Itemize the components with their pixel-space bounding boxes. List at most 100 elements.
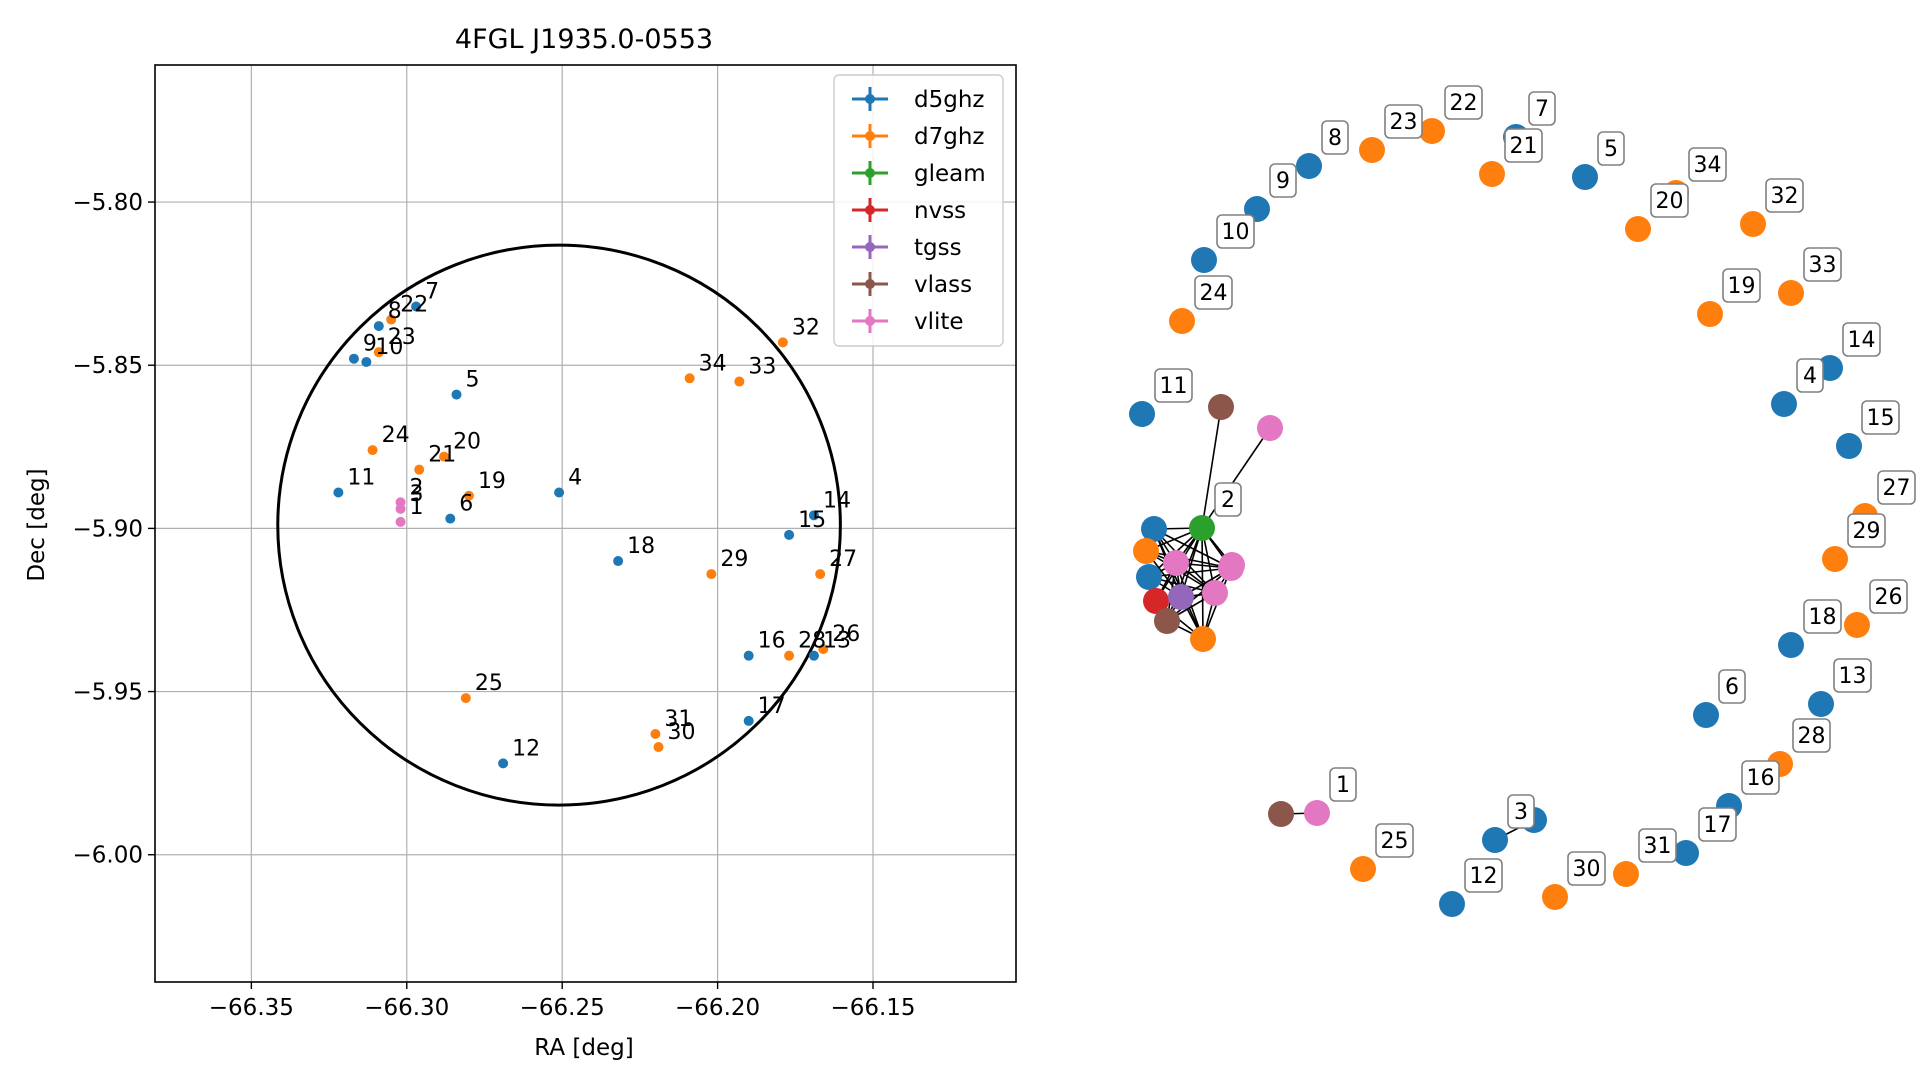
network-label-13: 13 <box>1839 664 1867 689</box>
y-axis-label: Dec [deg] <box>24 468 50 581</box>
network-label-box-19 <box>1722 268 1761 303</box>
point-label-3: 3 <box>410 482 424 507</box>
legend-label-gleam: gleam <box>914 161 986 187</box>
point-label-18: 18 <box>627 534 655 559</box>
x-tick-label: −66.15 <box>830 995 915 1021</box>
network-label-box-15 <box>1861 400 1900 435</box>
fov-circle <box>276 243 842 807</box>
network-node-25 <box>1350 856 1376 882</box>
network-label-box-4 <box>1796 358 1824 393</box>
point-33 <box>734 376 745 387</box>
network-label-box-17 <box>1698 807 1737 842</box>
network-label-box-34 <box>1688 147 1727 182</box>
scatter-points <box>333 301 829 769</box>
point-9 <box>348 353 359 364</box>
network-node-1 <box>1304 800 1330 826</box>
point-11 <box>333 487 344 498</box>
network-label-3: 3 <box>1514 800 1528 825</box>
point-29 <box>706 569 717 580</box>
legend: d5ghz d7ghz gleam nvss tgss vlass vlite <box>833 74 1004 347</box>
network-node <box>1268 801 1294 827</box>
network-node <box>1190 626 1216 652</box>
network-label-box-10 <box>1216 214 1255 249</box>
network-label-box-14 <box>1842 322 1881 357</box>
network-label-14: 14 <box>1848 328 1876 353</box>
network-edge <box>1153 528 1232 569</box>
network-edge <box>1201 427 1271 529</box>
network-label-30: 30 <box>1573 857 1601 882</box>
network-label-box-20 <box>1650 183 1689 218</box>
point-label-29: 29 <box>720 547 748 572</box>
network-label-21: 21 <box>1510 134 1538 159</box>
point-12 <box>498 758 509 769</box>
point-24 <box>367 445 378 456</box>
point-label-6: 6 <box>459 492 473 517</box>
point-label-19: 19 <box>478 469 506 494</box>
point-26 <box>818 644 829 655</box>
network-label-27: 27 <box>1883 476 1911 501</box>
network-label-26: 26 <box>1875 585 1903 610</box>
network-panel: 1234567891011121314151617181920212223242… <box>1129 85 1916 917</box>
legend-dot-d7ghz <box>865 131 875 141</box>
network-label-28: 28 <box>1798 724 1826 749</box>
point-18 <box>613 556 624 567</box>
network-label-8: 8 <box>1328 126 1342 151</box>
point-label-34: 34 <box>699 351 727 376</box>
network-label-box-8 <box>1321 120 1349 155</box>
network-label-box-3 <box>1507 794 1535 829</box>
network-label-box-22 <box>1444 85 1483 120</box>
network-label-box-7 <box>1528 91 1556 126</box>
point-label-21: 21 <box>428 443 456 468</box>
network-label-box-30 <box>1567 851 1606 886</box>
network-label-9: 9 <box>1276 169 1290 194</box>
network-node-labels: 1234567891011121314151617181920212223242… <box>1154 85 1916 893</box>
network-label-2: 2 <box>1221 488 1235 513</box>
point-label-15: 15 <box>798 508 826 533</box>
network-label-box-12 <box>1464 858 1503 893</box>
network-node-8 <box>1296 153 1322 179</box>
y-tick-label: −5.95 <box>73 680 143 706</box>
network-node-33 <box>1778 280 1804 306</box>
point-23 <box>373 347 384 358</box>
point-16 <box>743 650 754 661</box>
network-node-10 <box>1191 247 1217 273</box>
network-node-19 <box>1697 301 1723 327</box>
y-tick-label: −5.80 <box>73 190 143 216</box>
legend-label-vlass: vlass <box>914 272 972 298</box>
legend-dot-gleam <box>865 168 875 178</box>
point-17 <box>743 715 754 726</box>
network-node-24 <box>1169 308 1195 334</box>
network-node-26 <box>1844 612 1870 638</box>
point-13 <box>808 650 819 661</box>
network-label-34: 34 <box>1694 153 1722 178</box>
network-label-box-5 <box>1597 131 1625 166</box>
scatter-panel: 1234567891011121314151617181920212223242… <box>24 24 1017 1061</box>
point-4 <box>554 487 565 498</box>
network-node-15 <box>1836 433 1862 459</box>
network-label-box-2 <box>1214 482 1242 517</box>
network-node-13 <box>1808 691 1834 717</box>
point-label-20: 20 <box>453 430 481 455</box>
network-edge <box>1148 567 1232 578</box>
point-label-2: 2 <box>410 475 424 500</box>
point-22 <box>386 314 397 325</box>
network-node <box>1133 538 1159 564</box>
legend-label-nvss: nvss <box>914 198 966 224</box>
point-34 <box>684 373 695 384</box>
network-label-6: 6 <box>1725 675 1739 700</box>
network-node-21 <box>1479 161 1505 187</box>
point-label-28: 28 <box>798 629 826 654</box>
legend-dot-tgss <box>865 242 875 252</box>
network-node <box>1141 516 1167 542</box>
network-label-1: 1 <box>1336 773 1350 798</box>
point-label-33: 33 <box>748 355 776 380</box>
x-tick-label: −66.30 <box>364 995 449 1021</box>
legend-dot-vlass <box>865 279 875 289</box>
network-label-box-21 <box>1504 128 1543 163</box>
point-label-5: 5 <box>466 368 480 393</box>
point-label-31: 31 <box>664 707 692 732</box>
point-20 <box>439 451 450 462</box>
point-27 <box>815 569 826 580</box>
network-label-31: 31 <box>1644 834 1672 859</box>
network-label-7: 7 <box>1535 97 1549 122</box>
